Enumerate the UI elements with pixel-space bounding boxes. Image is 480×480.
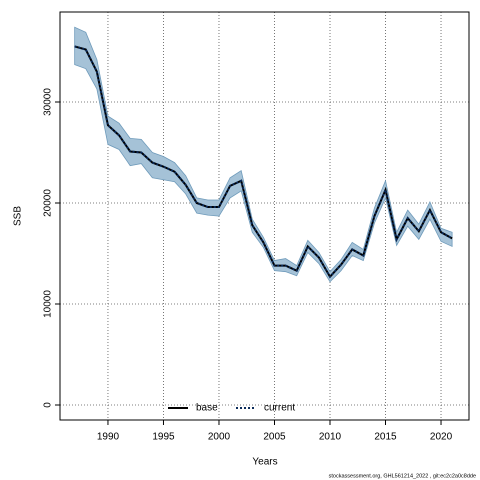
footer: stockassessment.org, GHL561214_2022 , gi… <box>329 473 476 479</box>
y-tick-label: 10000 <box>43 290 54 318</box>
y-tick-label: 30000 <box>43 88 54 116</box>
x-tick-label: 2000 <box>208 432 231 443</box>
x-tick-label: 2010 <box>319 432 342 443</box>
series-line <box>74 45 453 279</box>
plot-frame <box>59 11 470 421</box>
legend-label: base <box>196 403 218 414</box>
x-tick-label: 1995 <box>152 432 175 443</box>
x-tick-label: 2015 <box>374 432 397 443</box>
x-tick-label: 1990 <box>97 432 120 443</box>
x-axis-label: Years <box>252 457 277 468</box>
y-tick-label: 0 <box>43 402 54 408</box>
y-axis-label: SSB <box>13 206 24 226</box>
confidence-band <box>74 26 453 283</box>
x-tick-label: 2005 <box>263 432 286 443</box>
legend-label: current <box>264 403 295 414</box>
x-tick-label: 2020 <box>430 432 453 443</box>
y-tick-label: 20000 <box>43 189 54 217</box>
